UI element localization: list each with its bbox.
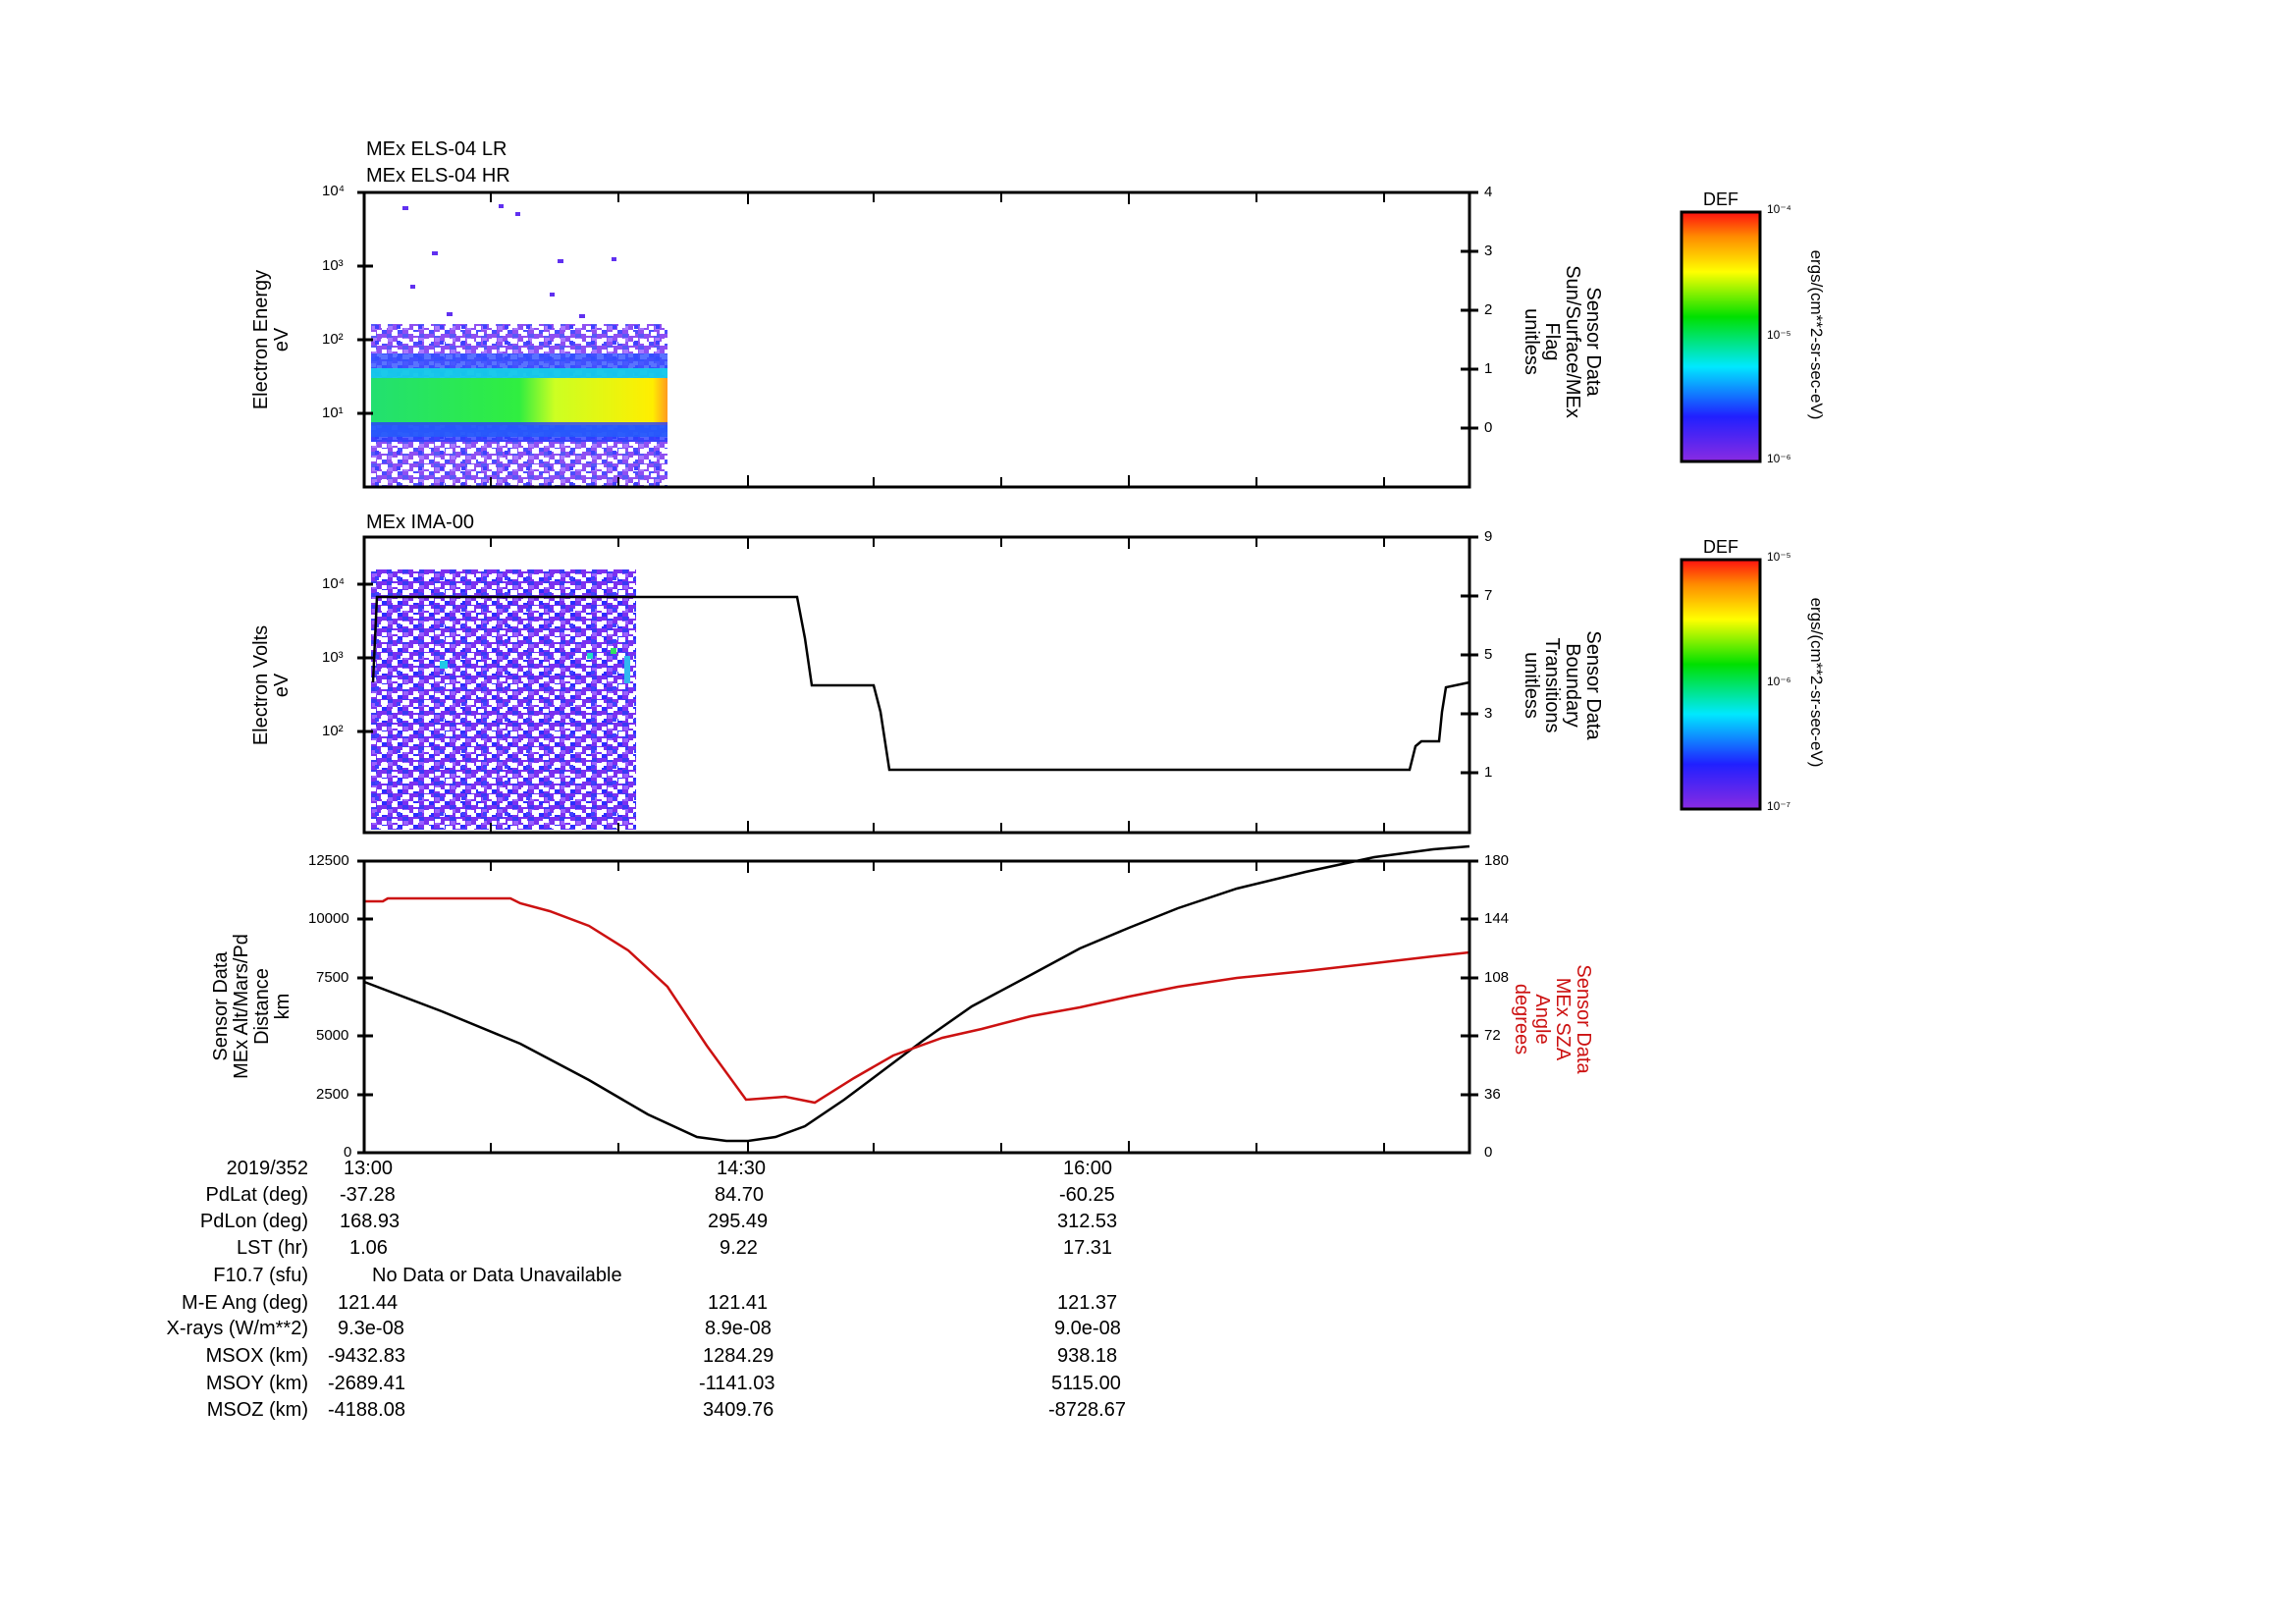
panel3-ytick: 2500 — [316, 1086, 349, 1103]
panel1-rtick: 4 — [1484, 184, 1493, 200]
ephem-col2-value: 3409.76 — [703, 1399, 774, 1421]
panel1-left-axis-label: Electron Energy eV — [250, 269, 293, 410]
panel3-ytick: 0 — [344, 1144, 352, 1161]
ephem-label: PdLon (deg) — [199, 1211, 308, 1232]
ephem-label: F10.7 (sfu) — [213, 1265, 308, 1286]
ephem-label: LST (hr) — [237, 1237, 308, 1259]
ephem-col1-value: -2689.41 — [328, 1373, 405, 1394]
panel1-ytick: 10⁴ — [322, 183, 346, 199]
panel1-rtick: 3 — [1484, 243, 1493, 259]
colorbar1-tick: 10⁻⁵ — [1767, 328, 1791, 342]
ephem-col2-value: 9.22 — [720, 1237, 758, 1259]
panel2-title: MEx IMA-00 — [366, 512, 475, 533]
ephem-col2-value: 121.41 — [708, 1292, 769, 1314]
panel3-rtick: 180 — [1484, 852, 1510, 869]
ephem-label: MSOZ (km) — [206, 1399, 308, 1421]
colorbar2-units: ergs/(cm**2-sr-sec-eV) — [1807, 597, 1826, 768]
ephem-col3-value: -8728.67 — [1048, 1399, 1126, 1421]
boundary-transitions-line — [371, 595, 1470, 772]
panel3-rtick: 36 — [1484, 1086, 1501, 1103]
panel2-rtick: 9 — [1484, 528, 1493, 545]
ephem-col3-value: 9.0e-08 — [1054, 1318, 1121, 1339]
colorbar1-units: ergs/(cm**2-sr-sec-eV) — [1807, 249, 1826, 420]
panel3-right-axis-label: Sensor Data MEx SZA Angle degrees — [1511, 964, 1594, 1074]
ephem-label: PdLat (deg) — [205, 1184, 308, 1206]
ephem-label: X-rays (W/m**2) — [166, 1318, 308, 1339]
panel1-ytick: 10³ — [322, 257, 344, 274]
ephem-col2-value: 84.70 — [715, 1184, 765, 1206]
ephem-col3-value: -60.25 — [1059, 1184, 1115, 1206]
ephem-col1-value: 13:00 — [344, 1158, 394, 1179]
ephem-label: 2019/352 — [226, 1158, 308, 1179]
colorbar1-title: DEF — [1703, 189, 1738, 209]
ephem-col3-value: 938.18 — [1057, 1345, 1118, 1367]
ephem-col2-value: 14:30 — [717, 1158, 767, 1179]
colorbar1-tick: 10⁻⁴ — [1767, 202, 1791, 216]
panel1-rtick: 1 — [1484, 360, 1493, 377]
panel1-rtick: 2 — [1484, 301, 1493, 318]
ephem-col2-value: -1141.03 — [699, 1373, 775, 1394]
panel1-rtick: 0 — [1484, 419, 1493, 436]
ephem-col3-value: 16:00 — [1063, 1158, 1113, 1179]
ephem-col3-value: 121.37 — [1057, 1292, 1118, 1314]
ima-spectrogram — [371, 569, 636, 830]
panel2-rtick: 3 — [1484, 705, 1493, 722]
ephem-col3-value: 312.53 — [1057, 1211, 1118, 1232]
ephem-col1-value: 121.44 — [338, 1292, 399, 1314]
ephem-col2-value: 1284.29 — [703, 1345, 774, 1367]
panel3-rtick: 72 — [1484, 1027, 1501, 1044]
ephem-col1-value: 9.3e-08 — [338, 1318, 404, 1339]
y-ticks — [357, 190, 1478, 1155]
ephem-col2-value: 295.49 — [708, 1211, 769, 1232]
ephem-col1-value: 1.06 — [349, 1237, 388, 1259]
ephem-col3-value: 5115.00 — [1051, 1373, 1121, 1394]
panel3-rtick: 144 — [1484, 910, 1510, 927]
panel2-rtick: 5 — [1484, 646, 1493, 663]
panel1-title-hr: MEx ELS-04 HR — [366, 165, 510, 187]
panel2-rtick: 7 — [1484, 587, 1493, 604]
panel2-right-axis-label: Sensor Data Boundary Transitions unitles… — [1521, 630, 1604, 740]
x-ticks — [490, 192, 1385, 1153]
panel3-left-axis-label: Sensor Data MEx Alt/Mars/Pd Distance km — [210, 934, 294, 1079]
panel3-rtick: 0 — [1484, 1144, 1493, 1161]
panel1-right-axis-label: Sensor Data Sun/Surface/MEx Flag unitles… — [1521, 265, 1604, 418]
panel3-ytick: 10000 — [308, 910, 349, 927]
panel1-ytick: 10² — [322, 331, 344, 348]
ephem-label: M-E Ang (deg) — [182, 1292, 308, 1314]
altitude-line — [363, 844, 1470, 1143]
colorbar2-tick: 10⁻⁶ — [1767, 675, 1791, 688]
colorbar1-tick: 10⁻⁶ — [1767, 452, 1791, 465]
panel1-title-lr: MEx ELS-04 LR — [366, 138, 507, 160]
panel2-ytick: 10³ — [322, 649, 344, 666]
ephem-col1-value: 168.93 — [340, 1211, 400, 1232]
panel3-rtick: 108 — [1484, 969, 1510, 986]
ephem-col3-value: 17.31 — [1063, 1237, 1113, 1259]
ephem-col1-value: -4188.08 — [328, 1399, 405, 1421]
ephem-label: MSOY (km) — [205, 1373, 308, 1394]
sza-line — [364, 896, 1470, 1105]
panel2-left-axis-label: Electron Volts eV — [250, 624, 293, 746]
colorbar2-tick: 10⁻⁷ — [1767, 799, 1791, 813]
colorbar2-tick: 10⁻⁵ — [1767, 550, 1791, 564]
panel3-ytick: 12500 — [308, 852, 349, 869]
colorbar2-title: DEF — [1703, 537, 1738, 557]
panel3-ytick: 7500 — [316, 969, 349, 986]
colorbars — [1680, 210, 1762, 811]
els-spectrogram — [371, 204, 667, 486]
panel2-rtick: 1 — [1484, 764, 1493, 781]
ephem-col1-value: -37.28 — [340, 1184, 396, 1206]
panel1-ytick: 10¹ — [322, 405, 344, 421]
ephem-label: MSOX (km) — [205, 1345, 308, 1367]
panel2-ytick: 10⁴ — [322, 575, 346, 592]
panel2-ytick: 10² — [322, 723, 344, 739]
ephem-col1-value: -9432.83 — [328, 1345, 405, 1367]
f107-note: No Data or Data Unavailable — [372, 1265, 622, 1286]
ephem-col2-value: 8.9e-08 — [705, 1318, 772, 1339]
panel3-ytick: 5000 — [316, 1027, 349, 1044]
